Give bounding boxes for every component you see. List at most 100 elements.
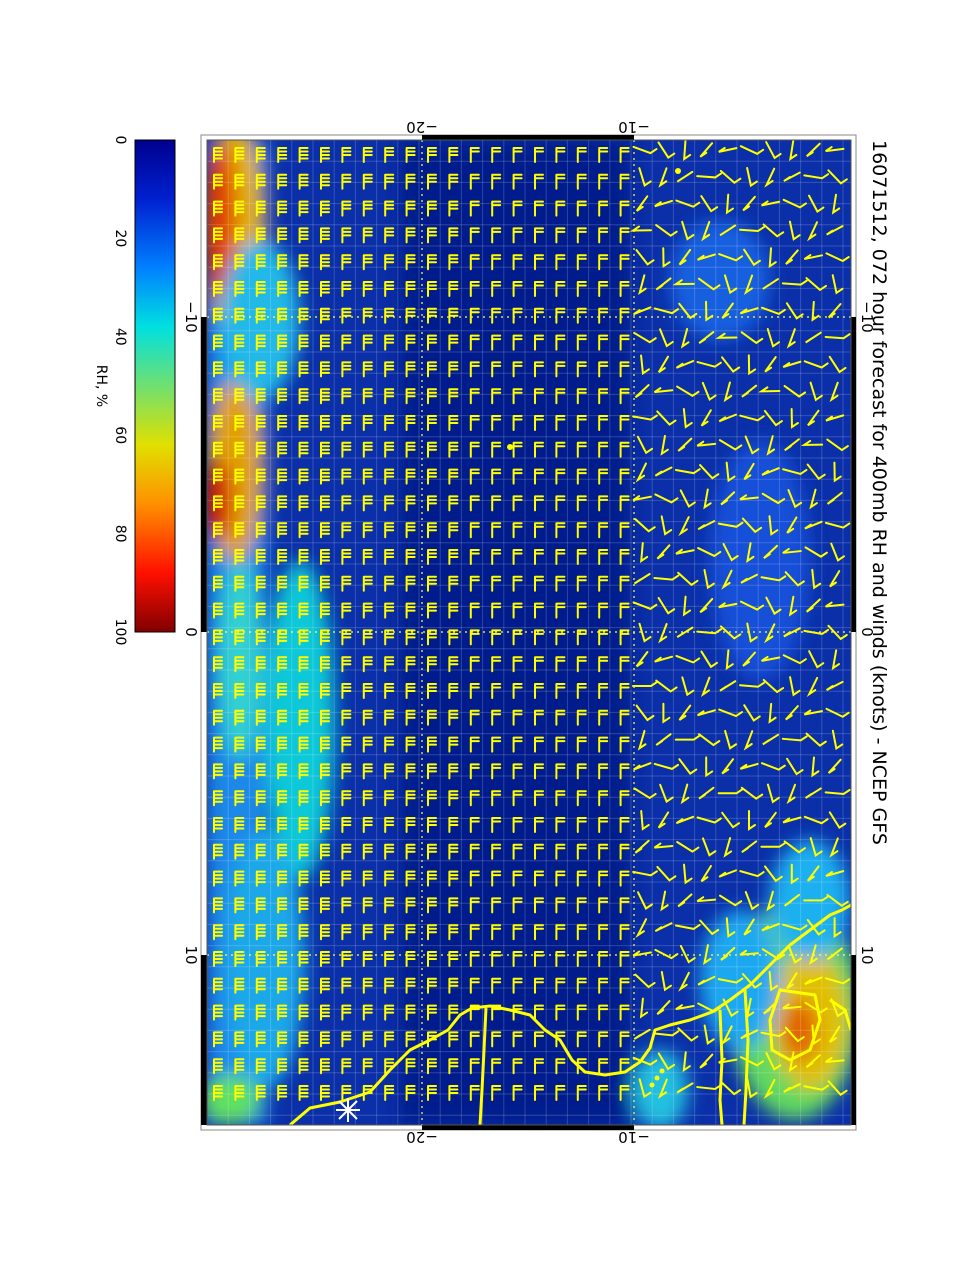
left-tick-label: 0 bbox=[182, 627, 200, 637]
wind-barb bbox=[384, 522, 395, 539]
wind-barb bbox=[405, 334, 416, 351]
wind-barb bbox=[341, 307, 352, 324]
wind-barb bbox=[234, 334, 245, 351]
map-panel bbox=[200, 134, 857, 1131]
wind-barb bbox=[534, 763, 544, 780]
wind-barb bbox=[469, 522, 480, 539]
wind-barb bbox=[427, 1004, 437, 1021]
wind-barb bbox=[362, 575, 373, 592]
wind-barb bbox=[298, 763, 309, 780]
wind-barb bbox=[277, 254, 288, 271]
wind-barb bbox=[761, 655, 781, 662]
wind-barb bbox=[830, 542, 845, 562]
wind-barb bbox=[809, 944, 818, 965]
wind-barb bbox=[448, 495, 459, 512]
wind-barb bbox=[234, 441, 245, 458]
wind-barb bbox=[384, 200, 395, 217]
wind-barb bbox=[534, 1031, 544, 1048]
wind-barb bbox=[362, 227, 373, 244]
wind-barb bbox=[255, 897, 266, 914]
wind-barb bbox=[634, 518, 656, 533]
wind-barb bbox=[555, 388, 566, 405]
wind-barb bbox=[255, 951, 266, 967]
wind-barb bbox=[655, 679, 678, 693]
wind-barb bbox=[320, 173, 330, 190]
wind-barb bbox=[277, 977, 288, 994]
wind-barb bbox=[619, 468, 630, 485]
wind-barb bbox=[427, 254, 437, 271]
wind-barb bbox=[341, 629, 352, 646]
wind-barb bbox=[576, 870, 587, 887]
wind-barb bbox=[555, 549, 566, 565]
wind-barb bbox=[785, 249, 799, 265]
wind-barb bbox=[234, 415, 245, 431]
wind-barb bbox=[789, 140, 798, 161]
wind-barb bbox=[384, 977, 395, 994]
wind-barb bbox=[427, 924, 437, 941]
wind-barb bbox=[632, 601, 658, 610]
wind-barb bbox=[677, 437, 693, 452]
wind-barb bbox=[213, 415, 223, 431]
wind-barb bbox=[427, 147, 437, 163]
wind-barb bbox=[534, 388, 544, 405]
wind-barb bbox=[405, 951, 416, 967]
wind-barb bbox=[320, 977, 330, 994]
wind-barb bbox=[384, 549, 395, 565]
wind-barb bbox=[469, 790, 480, 807]
wind-barb bbox=[806, 865, 820, 882]
wind-barb bbox=[213, 254, 223, 271]
wind-barb bbox=[405, 549, 416, 565]
wind-barb bbox=[491, 307, 502, 324]
wind-barb bbox=[598, 468, 609, 485]
wind-barb bbox=[298, 870, 309, 887]
wind-barb bbox=[320, 307, 330, 324]
wind-barb bbox=[469, 736, 480, 753]
wind-barb bbox=[722, 542, 739, 562]
wind-barb bbox=[255, 227, 266, 244]
wind-barb bbox=[831, 274, 844, 295]
wind-barb bbox=[739, 762, 759, 770]
wind-barb bbox=[632, 681, 658, 687]
wind-barb bbox=[405, 709, 416, 726]
wind-barb bbox=[341, 656, 352, 673]
wind-barb bbox=[803, 709, 824, 716]
wind-barb bbox=[277, 602, 288, 619]
wind-barb bbox=[534, 495, 544, 512]
wind-barb bbox=[405, 843, 416, 860]
wind-barb bbox=[298, 334, 309, 351]
wind-barb bbox=[598, 924, 609, 941]
wind-barb bbox=[405, 415, 416, 431]
wind-barb bbox=[277, 843, 288, 860]
wind-barb bbox=[766, 327, 781, 348]
wind-barb bbox=[277, 200, 288, 217]
wind-barb bbox=[512, 870, 523, 887]
wind-barb bbox=[427, 173, 437, 190]
wind-barb bbox=[298, 254, 309, 271]
wind-barb bbox=[341, 495, 352, 512]
wind-barb bbox=[405, 468, 416, 485]
wind-barb bbox=[555, 361, 566, 378]
wind-barb bbox=[213, 736, 223, 753]
wind-barb bbox=[747, 354, 757, 376]
wind-barb bbox=[619, 173, 630, 190]
wind-barb bbox=[362, 602, 373, 619]
wind-barb bbox=[213, 709, 223, 726]
wind-barb bbox=[512, 790, 523, 807]
wind-barb bbox=[781, 279, 808, 286]
wind-barb bbox=[384, 307, 395, 324]
wind-barb bbox=[640, 354, 650, 376]
wind-barb bbox=[213, 763, 223, 780]
wind-barb bbox=[784, 571, 805, 587]
wind-barb bbox=[534, 817, 544, 833]
wind-barb bbox=[491, 629, 502, 646]
wind-barb bbox=[491, 790, 502, 807]
wind-barb bbox=[320, 790, 330, 807]
wind-barb bbox=[619, 924, 630, 941]
wind-barb bbox=[512, 1031, 523, 1048]
wind-barb bbox=[234, 870, 245, 887]
wind-barb bbox=[783, 1083, 801, 1093]
wind-barb bbox=[555, 281, 566, 297]
wind-barb bbox=[298, 683, 309, 699]
wind-barb bbox=[298, 361, 309, 378]
wind-barb bbox=[576, 763, 587, 780]
